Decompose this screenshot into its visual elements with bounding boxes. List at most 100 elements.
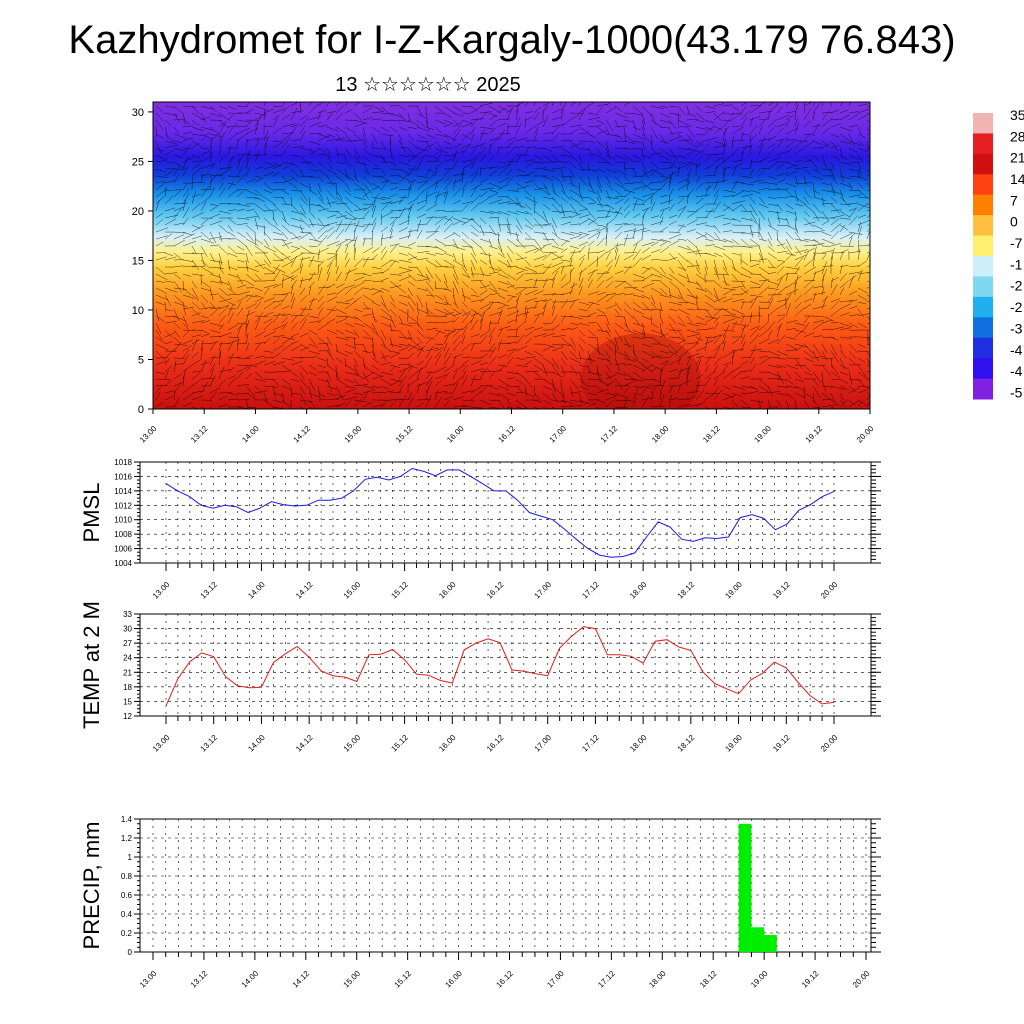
wind-vector [488, 385, 499, 390]
wind-vector [623, 167, 636, 170]
wind-vector [866, 307, 870, 310]
wind-vector [182, 233, 196, 240]
wind-vector [533, 333, 547, 338]
wind-vector [668, 161, 679, 169]
wind-vector [371, 111, 384, 114]
wind-vector [524, 196, 538, 204]
wind-vector [830, 277, 833, 289]
wind-vector [263, 266, 275, 274]
wind-vector [650, 315, 653, 325]
wind-vector [686, 353, 700, 359]
wind-vector [155, 322, 162, 335]
y-tick-label: 18 [123, 683, 132, 692]
wind-vector [677, 112, 680, 125]
wind-vector [263, 110, 265, 121]
grid-lines [140, 614, 871, 716]
wind-vector [182, 392, 194, 401]
wind-vector [641, 225, 644, 240]
wind-vector [803, 231, 814, 233]
wind-vector [776, 314, 786, 317]
wind-vector [182, 259, 194, 263]
wind-vector [695, 149, 706, 156]
wind-vector [596, 322, 604, 333]
wind-vector [713, 127, 722, 135]
wind-vector [668, 147, 676, 158]
wind-vector [686, 308, 696, 311]
wind-vector [794, 357, 803, 369]
wind-vector [461, 259, 468, 271]
wind-vector [290, 182, 299, 190]
wind-vector [434, 191, 440, 205]
wind-vector [578, 270, 582, 282]
wind-vector [785, 139, 797, 149]
wind-vector [272, 188, 286, 191]
wind-vector [479, 329, 491, 338]
wind-vector [434, 343, 444, 345]
wind-vector [830, 378, 841, 380]
wind-vector [614, 392, 627, 398]
wind-vector [299, 117, 309, 128]
wind-vector [677, 266, 686, 271]
wind-vector [560, 147, 573, 156]
wind-vector [407, 397, 414, 408]
wind-vector [326, 292, 337, 296]
wind-vector [785, 217, 791, 227]
wind-vector [596, 388, 609, 394]
wind-vector [461, 356, 471, 359]
wind-vector [731, 308, 745, 315]
wind-vector [362, 161, 370, 175]
wind-vector [254, 315, 269, 317]
wind-vector [650, 405, 664, 408]
wind-vector [587, 231, 600, 240]
wind-vector [812, 123, 820, 135]
wind-vector [731, 298, 745, 303]
wind-vector [866, 209, 870, 212]
wind-vector [254, 175, 263, 179]
wind-vector [785, 182, 797, 188]
wind-vector [479, 129, 485, 142]
wind-vector [326, 385, 338, 390]
wind-vector [839, 102, 844, 107]
wind-vector [308, 356, 318, 359]
wind-vector [785, 238, 793, 250]
wind-vector [524, 286, 538, 289]
wind-vector [200, 150, 210, 156]
wind-vector [866, 322, 870, 325]
wind-vector [173, 360, 177, 373]
wind-vector [605, 371, 611, 380]
wind-vector [443, 280, 449, 289]
wind-vector [695, 359, 702, 373]
wind-vector [731, 266, 743, 276]
wind-vector [749, 345, 757, 359]
wind-vector [362, 205, 373, 212]
wind-vector [839, 357, 846, 370]
wind-vector [614, 248, 619, 261]
wind-vector [425, 259, 437, 267]
wind-vector [452, 200, 461, 205]
wind-vector [479, 166, 494, 170]
wind-vector [542, 378, 555, 387]
wind-vector [335, 244, 342, 254]
wind-vector [200, 343, 211, 345]
wind-vector [704, 125, 716, 135]
wind-vector [236, 295, 248, 303]
wind-vector [254, 238, 263, 245]
wind-vector [227, 303, 234, 317]
wind-vector [713, 201, 721, 212]
wind-vector [641, 169, 655, 177]
wind-vector [533, 147, 546, 149]
wind-vector [425, 355, 433, 366]
wind-vector [659, 394, 665, 408]
x-tick-label: 17.00 [533, 580, 554, 601]
wind-vector [866, 182, 870, 188]
wind-vector [497, 105, 510, 113]
wind-vector [641, 357, 649, 363]
wind-vector [749, 159, 753, 170]
wind-vector [362, 147, 372, 156]
x-tick-label: 18.00 [647, 969, 668, 990]
wind-vector [587, 371, 602, 376]
wind-vector [218, 187, 226, 198]
wind-vector [731, 406, 736, 409]
wind-vector [686, 126, 695, 138]
